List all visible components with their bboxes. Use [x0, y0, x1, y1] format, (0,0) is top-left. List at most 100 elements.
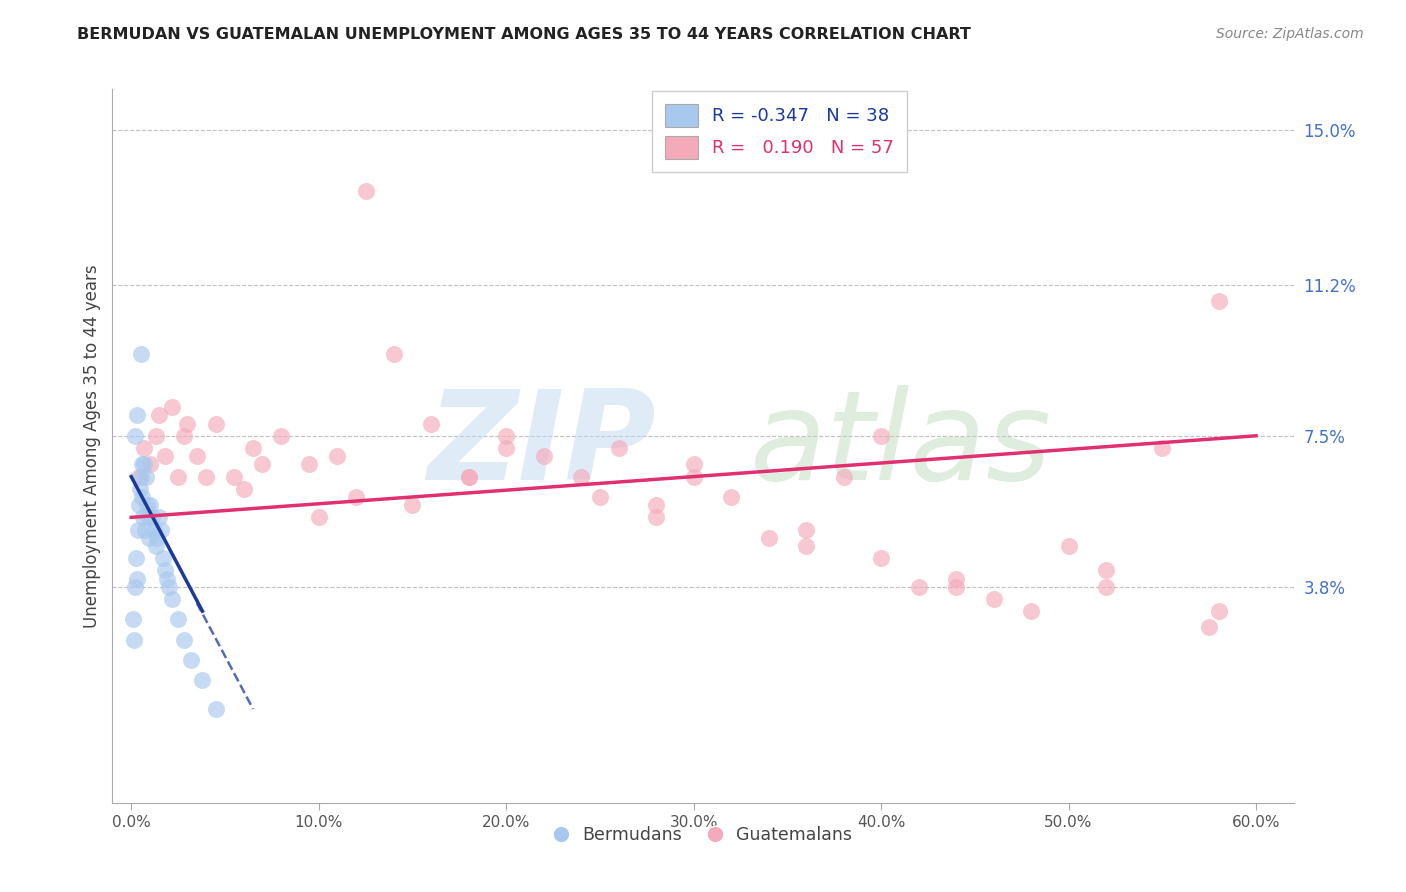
Point: [135, 469, 157, 483]
Text: ZIP: ZIP: [427, 385, 655, 507]
Point: [134, 523, 156, 537]
Point: [128, 482, 150, 496]
Point: [122, 632, 145, 647]
Point: [401, 498, 423, 512]
Point: [173, 632, 195, 647]
Point: [242, 441, 264, 455]
Point: [195, 469, 218, 483]
Point: [794, 539, 817, 553]
Point: [682, 458, 704, 472]
Point: [134, 441, 156, 455]
Point: [153, 449, 176, 463]
Point: [141, 510, 163, 524]
Point: [495, 429, 517, 443]
Point: [204, 417, 226, 431]
Point: [124, 580, 146, 594]
Point: [191, 673, 214, 688]
Point: [124, 429, 146, 443]
Point: [794, 523, 817, 537]
Point: [127, 523, 149, 537]
Point: [128, 498, 150, 512]
Point: [1095, 580, 1118, 594]
Point: [136, 510, 159, 524]
Point: [907, 580, 929, 594]
Point: [589, 490, 612, 504]
Point: [720, 490, 742, 504]
Point: [139, 458, 162, 472]
Point: [122, 612, 145, 626]
Point: [682, 469, 704, 483]
Point: [173, 429, 195, 443]
Point: [138, 531, 160, 545]
Point: [420, 417, 443, 431]
Point: [162, 591, 184, 606]
Point: [152, 551, 174, 566]
Point: [607, 441, 630, 455]
Point: [945, 580, 967, 594]
Point: [870, 551, 893, 566]
Point: [382, 347, 405, 361]
Point: [180, 653, 202, 667]
Point: [645, 510, 668, 524]
Point: [645, 498, 668, 512]
Point: [162, 401, 184, 415]
Point: [129, 347, 152, 361]
Point: [145, 539, 167, 553]
Point: [156, 572, 179, 586]
Point: [270, 429, 292, 443]
Point: [125, 409, 148, 423]
Point: [204, 702, 226, 716]
Point: [1019, 604, 1042, 618]
Point: [1198, 620, 1220, 634]
Point: [153, 563, 176, 577]
Text: BERMUDAN VS GUATEMALAN UNEMPLOYMENT AMONG AGES 35 TO 44 YEARS CORRELATION CHART: BERMUDAN VS GUATEMALAN UNEMPLOYMENT AMON…: [77, 27, 972, 42]
Point: [832, 469, 855, 483]
Point: [569, 469, 592, 483]
Point: [128, 469, 150, 483]
Point: [533, 449, 555, 463]
Point: [148, 510, 170, 524]
Point: [131, 458, 153, 472]
Point: [1095, 563, 1118, 577]
Point: [131, 490, 153, 504]
Point: [176, 417, 198, 431]
Point: [354, 184, 377, 198]
Point: [232, 482, 254, 496]
Point: [298, 458, 321, 472]
Point: [326, 449, 349, 463]
Point: [1152, 441, 1174, 455]
Point: [125, 551, 148, 566]
Point: [1208, 604, 1230, 618]
Point: [167, 612, 190, 626]
Point: [157, 580, 180, 594]
Point: [344, 490, 367, 504]
Point: [252, 458, 274, 472]
Point: [150, 523, 173, 537]
Point: [125, 572, 148, 586]
Point: [145, 429, 167, 443]
Point: [136, 498, 159, 512]
Point: [457, 469, 479, 483]
Point: [139, 498, 162, 512]
Legend: Bermudans, Guatemalans: Bermudans, Guatemalans: [547, 820, 859, 851]
Point: [224, 469, 246, 483]
Point: [983, 591, 1005, 606]
Point: [495, 441, 517, 455]
Point: [308, 510, 330, 524]
Text: Source: ZipAtlas.com: Source: ZipAtlas.com: [1216, 27, 1364, 41]
Point: [758, 531, 780, 545]
Text: atlas: atlas: [751, 385, 1052, 507]
Point: [945, 572, 967, 586]
Point: [1208, 294, 1230, 309]
Point: [870, 429, 893, 443]
Point: [146, 531, 169, 545]
Point: [1057, 539, 1080, 553]
Point: [132, 510, 155, 524]
Point: [186, 449, 208, 463]
Point: [129, 469, 152, 483]
Point: [142, 523, 165, 537]
Y-axis label: Unemployment Among Ages 35 to 44 years: Unemployment Among Ages 35 to 44 years: [83, 264, 101, 628]
Point: [148, 409, 170, 423]
Point: [167, 469, 190, 483]
Point: [134, 458, 156, 472]
